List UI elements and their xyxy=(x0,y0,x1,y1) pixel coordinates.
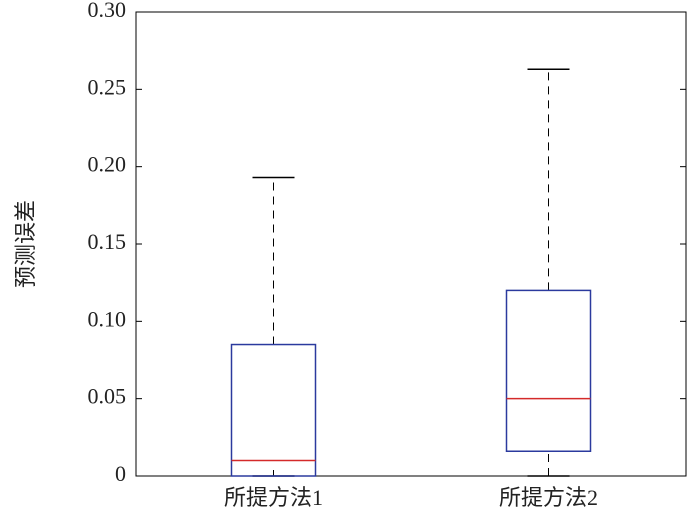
y-tick-label: 0.25 xyxy=(88,74,127,99)
x-tick-label: 所提方法2 xyxy=(499,485,598,510)
y-tick-label: 0.30 xyxy=(88,0,127,22)
box xyxy=(505,289,592,453)
box xyxy=(230,343,317,477)
y-tick-label: 0.15 xyxy=(88,229,127,254)
y-tick-label: 0.05 xyxy=(88,384,127,409)
y-axis-label: 预测误差 xyxy=(13,200,38,288)
x-tick-label: 所提方法1 xyxy=(224,485,323,510)
y-tick-label: 0.20 xyxy=(88,152,127,177)
y-tick-label: 0.10 xyxy=(88,306,127,331)
y-tick-label: 0 xyxy=(115,461,126,486)
plot-frame xyxy=(135,11,687,477)
